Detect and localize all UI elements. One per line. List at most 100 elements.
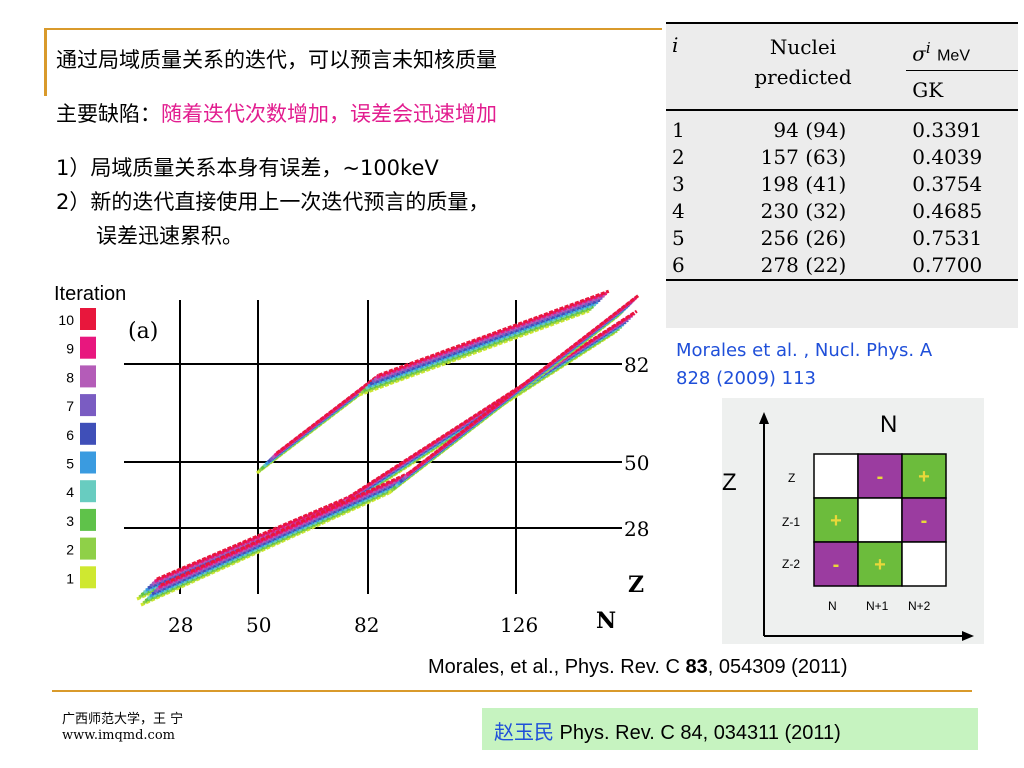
diagram-cell-sign: + <box>918 466 930 488</box>
legend-label: 7 <box>66 398 74 414</box>
row-gk: 0.7531 <box>912 226 983 250</box>
legend-label: 2 <box>66 542 74 558</box>
sigma-sup: i <box>925 38 931 57</box>
table-body: 1 94 (94) 0.3391 2 157 (63) 0.4039 3 198 (41)… <box>666 110 1018 280</box>
y-tick-label: 28 <box>624 517 649 541</box>
row-i: 6 <box>672 253 685 277</box>
diagram-row-label: Z <box>788 471 795 485</box>
y-axis-label: Z <box>628 572 644 598</box>
legend-swatch <box>80 394 96 417</box>
defect-line: 主要缺陷：随着迭代次数增加，误差会迅速增加 <box>56 98 497 128</box>
diagram-cell-sign: - <box>833 554 840 576</box>
figure-citation-volume: 83 <box>685 656 708 678</box>
iteration-chart: Iteration 10 9 8 7 6 5 4 3 2 1 (a) 28 50 82 126 N… <box>54 283 649 637</box>
header-nuclei-line1: Nuclei <box>769 35 837 59</box>
diagram-cell <box>813 541 859 587</box>
legend-swatch <box>80 566 96 589</box>
diagram-cell-sign: + <box>830 510 842 532</box>
neutron-deficient-band <box>347 309 638 499</box>
table-row: 3 198 (41) 0.3754 <box>666 171 1018 198</box>
legend-label: 4 <box>66 484 74 500</box>
diagram-col-label: N+1 <box>866 599 889 613</box>
footer-affiliation: 广西师范大学，王 宁 <box>62 712 184 727</box>
diagram-cells: - + + - - + <box>813 453 947 587</box>
neutron-deficient-band <box>156 495 350 581</box>
x-axis-label: N <box>596 608 616 634</box>
row-gk: 0.4685 <box>912 199 983 223</box>
diagram-row-title: Z <box>722 469 737 496</box>
legend-label: 5 <box>66 456 74 472</box>
diagram-cell <box>857 497 903 543</box>
row-nuclei: 157 (63) <box>760 145 847 169</box>
reference-author: 赵玉民 <box>494 722 554 744</box>
accent-top-line <box>44 28 662 30</box>
figure-citation-pre: Morales, et al., Phys. Rev. C <box>428 656 686 678</box>
table-citation-2: 828 (2009) 113 <box>676 368 817 389</box>
table-citation-1: Morales et al. , Nucl. Phys. A <box>676 340 933 361</box>
legend-label: 1 <box>66 570 74 586</box>
legend-swatch <box>80 537 96 560</box>
figure-citation: Morales, et al., Phys. Rev. C 83, 054309… <box>428 656 848 679</box>
diagram-cell-sign: - <box>921 510 928 532</box>
point-2: 2）新的迭代直接使用上一次迭代预言的质量， <box>56 190 490 214</box>
header-nuclei: Nuclei predicted <box>700 23 907 110</box>
point-1: 1）局域质量关系本身有误差，~100keV <box>56 156 439 180</box>
row-nuclei: 256 (26) <box>760 226 847 250</box>
diagram-cell-sign: + <box>874 554 886 576</box>
diagram-row-label: Z-2 <box>782 557 800 571</box>
diagram-col-label: N <box>828 599 837 613</box>
upper-band <box>378 289 610 377</box>
legend-swatch <box>80 451 96 474</box>
results-table: i Nuclei predicted σi MeV GK 1 94 (94) 0.3… <box>666 22 1018 281</box>
diagram-z-arrow <box>759 412 769 424</box>
neutron-rich-band <box>407 293 640 475</box>
table-row: 1 94 (94) 0.3391 <box>666 110 1018 144</box>
diagram-cell <box>901 497 947 543</box>
row-gk: 0.7700 <box>912 253 983 277</box>
legend: 10 9 8 7 6 5 4 3 2 1 <box>58 308 96 589</box>
y-tick-label: 82 <box>624 353 649 377</box>
chart-title: Iteration <box>54 283 126 305</box>
row-i: 4 <box>672 199 685 223</box>
diagram-cell <box>857 453 903 499</box>
reference-box <box>482 708 978 750</box>
intro-line: 通过局域质量关系的迭代，可以预言未知核质量 <box>56 48 497 72</box>
upper-band <box>275 373 380 455</box>
row-i: 3 <box>672 172 685 196</box>
table-background <box>666 22 1018 328</box>
reference-text: 赵玉民 Phys. Rev. C 84, 034311 (2011) <box>494 716 841 745</box>
legend-swatch <box>80 365 96 388</box>
accent-bar <box>44 28 47 96</box>
sigma-symbol: σ <box>912 41 926 66</box>
row-i: 1 <box>672 118 685 142</box>
nuclide-bands <box>136 289 640 607</box>
table-header-row: i Nuclei predicted σi MeV <box>666 23 1018 89</box>
figure-citation-post: , 054309 (2011) <box>707 656 848 678</box>
diagram-col-label: N+2 <box>908 599 931 613</box>
x-tick-label: 126 <box>500 613 538 637</box>
legend-label: 8 <box>66 369 74 385</box>
mass-relation-diagram: N Z - + + - - + Z Z-1 Z-2 N N+1 N+2 <box>722 398 984 644</box>
legend-swatch <box>80 508 96 531</box>
sigma-unit: MeV <box>937 47 970 65</box>
diagram-row-label: Z-1 <box>782 515 800 529</box>
y-tick-labels: 82 50 28 Z <box>624 353 649 598</box>
legend-swatch <box>80 336 96 359</box>
diagram-cell <box>813 453 859 499</box>
row-nuclei: 230 (32) <box>760 199 847 223</box>
diagram-cell <box>901 453 947 499</box>
bottom-rule <box>52 690 972 692</box>
diagram-cell-sign: - <box>877 466 884 488</box>
table-row: 6 278 (22) 0.7700 <box>666 252 1018 280</box>
neutron-rich-band <box>160 471 410 587</box>
row-nuclei: 94 (94) <box>773 118 847 142</box>
panel-label: (a) <box>128 319 158 344</box>
table-row: 5 256 (26) 0.7531 <box>666 225 1018 252</box>
header-sigma: σi MeV <box>906 23 1018 71</box>
y-tick-label: 50 <box>624 451 649 475</box>
diagram-col-title: N <box>880 411 897 438</box>
row-nuclei: 198 (41) <box>760 172 847 196</box>
legend-label: 3 <box>66 513 74 529</box>
reference-journal: Phys. Rev. C 84, 034311 (2011) <box>554 722 841 744</box>
defect-prefix: 主要缺陷： <box>56 102 161 126</box>
